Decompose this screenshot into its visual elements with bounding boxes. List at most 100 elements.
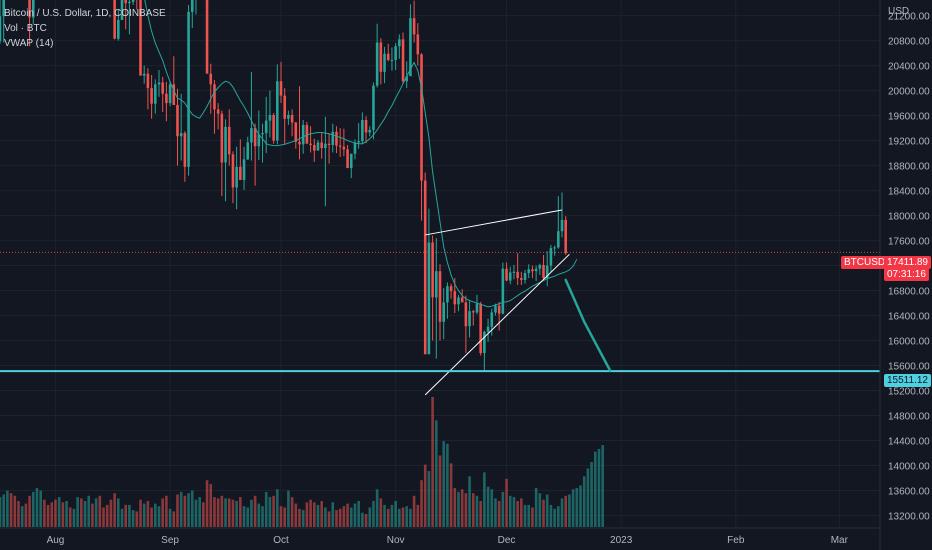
volume-bar: [405, 506, 409, 527]
candle-body: [471, 311, 475, 313]
candle-body: [157, 82, 161, 85]
candle-body: [390, 59, 394, 61]
candle: [516, 253, 519, 285]
volume-bar: [9, 493, 13, 527]
candle-body: [309, 143, 312, 145]
volume-bar: [179, 491, 183, 527]
volume-bar: [368, 507, 372, 527]
volume-bar: [128, 504, 131, 527]
volume-bar: [446, 443, 449, 527]
candle: [357, 123, 360, 149]
candle: [505, 262, 508, 282]
volume-bar: [505, 478, 508, 527]
legend-volume[interactable]: Vol · BTC: [4, 23, 47, 34]
volume-bar: [6, 490, 9, 527]
candle-body: [324, 143, 327, 149]
candle-body: [161, 82, 164, 94]
volume-bar: [568, 494, 571, 527]
time-tick-label: Sep: [161, 535, 179, 546]
candle: [0, 0, 2, 44]
candle: [549, 244, 553, 272]
volume-bar: [220, 495, 224, 527]
legend-symbol[interactable]: Bitcoin / U.S. Dollar, 1D, COINBASE: [4, 8, 166, 19]
candle-body: [464, 302, 468, 327]
candle-body: [394, 46, 397, 60]
volume-bar: [342, 506, 346, 527]
candle: [279, 61, 283, 104]
volume-bar: [361, 512, 364, 527]
volume-bar: [135, 511, 139, 527]
candle: [150, 74, 153, 119]
candle: [349, 153, 353, 179]
candle-body: [442, 302, 445, 322]
volume-bar: [534, 488, 538, 527]
price-tick-label: 16000.00: [888, 337, 930, 348]
candle: [527, 264, 531, 279]
candle: [227, 109, 231, 166]
candle-body: [2, 0, 5, 17]
candle: [183, 131, 187, 182]
candle: [438, 264, 442, 341]
volume-bar: [508, 495, 512, 527]
volume-bar: [586, 468, 590, 527]
time-tick-label: Aug: [47, 535, 65, 546]
volume-bar: [154, 503, 157, 527]
price-tick-label: 16400.00: [888, 312, 930, 323]
candle: [268, 90, 272, 138]
volume-bar: [601, 445, 604, 527]
volume-bar: [165, 495, 168, 527]
candle: [449, 283, 453, 299]
candle: [213, 79, 216, 134]
candle: [464, 295, 468, 354]
candle-body: [168, 84, 172, 104]
candle: [316, 139, 320, 151]
volume-bar: [294, 503, 298, 527]
candle: [276, 64, 279, 145]
candle: [136, 0, 138, 10]
candle: [557, 196, 560, 249]
volume-bar: [409, 508, 412, 527]
volume-bar: [527, 504, 531, 527]
candle: [542, 254, 545, 280]
volume-bar: [194, 499, 198, 527]
volume-bar: [594, 451, 597, 527]
candle-body: [449, 286, 453, 292]
candle: [545, 251, 549, 287]
candle-body: [557, 231, 560, 248]
candle: [117, 9, 120, 41]
drawing-annotations[interactable]: [0, 209, 880, 396]
candle-body: [564, 219, 568, 254]
trendline: [425, 209, 563, 236]
symbol-price-tag[interactable]: BTCUSD: [841, 256, 889, 269]
volume-bar: [28, 495, 31, 527]
candle-body: [176, 104, 179, 137]
vwap-line: [144, 0, 578, 308]
time-axis[interactable]: Aug Sep Oct Nov Dec 2023 Feb Mar: [0, 527, 880, 546]
candle-body: [117, 19, 120, 39]
volume-bar: [117, 498, 120, 527]
volume-bar: [187, 493, 190, 527]
candle-body: [545, 265, 549, 279]
candle-body: [483, 331, 486, 354]
volume-bar: [564, 495, 568, 527]
candle-body: [405, 76, 409, 82]
candle-body: [316, 142, 320, 151]
volume-bar: [316, 504, 320, 527]
candle: [309, 126, 312, 153]
volume-bar: [298, 508, 301, 527]
candle: [331, 123, 335, 153]
candle-body: [213, 84, 216, 110]
candle-body: [342, 146, 346, 150]
candle: [364, 116, 368, 144]
volume-bar: [216, 498, 220, 527]
candle: [379, 38, 383, 85]
candle-body: [205, 0, 209, 74]
candle: [471, 309, 475, 326]
volume-bar: [331, 502, 335, 527]
legend-vwap[interactable]: VWAP (14): [4, 38, 54, 49]
candle: [431, 235, 434, 341]
candle-body: [420, 54, 423, 181]
candle: [190, 0, 194, 29]
volume-bar: [198, 497, 201, 527]
